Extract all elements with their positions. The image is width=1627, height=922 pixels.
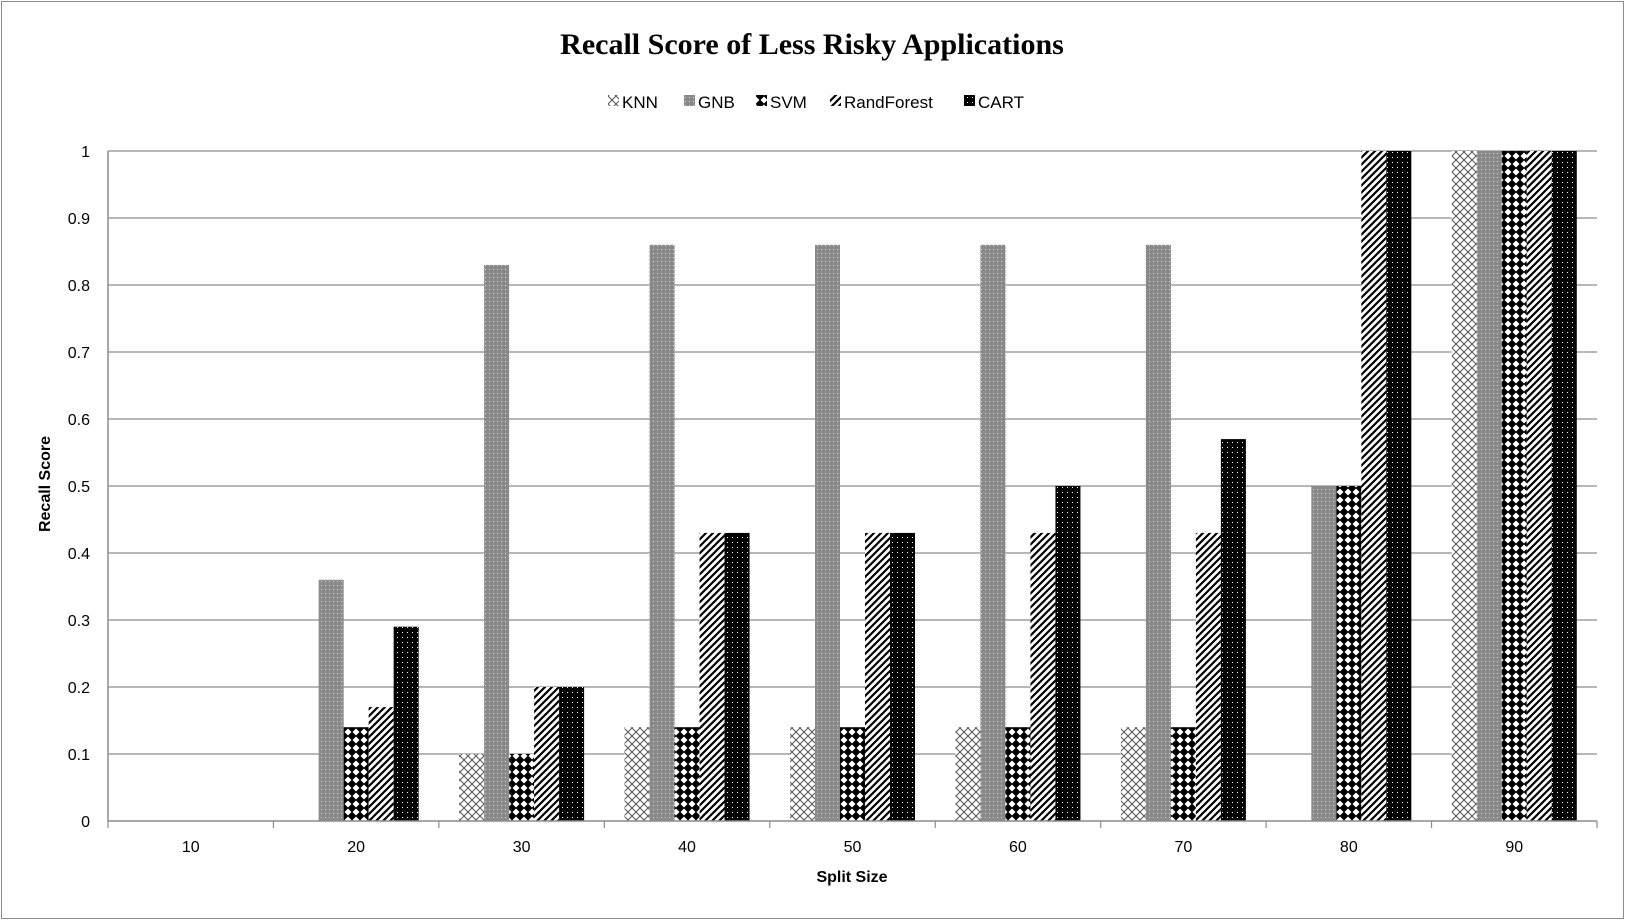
bar-svm-80 bbox=[1336, 486, 1362, 821]
x-tick-label: 30 bbox=[513, 839, 531, 856]
bar-svm-60 bbox=[1005, 727, 1031, 821]
bar-gnb-40 bbox=[649, 244, 675, 822]
legend-swatch-cart bbox=[964, 95, 975, 106]
bar-cart-40 bbox=[724, 532, 750, 821]
legend-swatch-knn bbox=[608, 95, 619, 106]
bar-randforest-40 bbox=[699, 532, 725, 821]
x-tick-label: 80 bbox=[1340, 839, 1358, 856]
bar-knn-30 bbox=[459, 754, 485, 821]
bar-knn-70 bbox=[1120, 727, 1146, 821]
bar-gnb-30 bbox=[484, 264, 510, 821]
y-tick-label: 0.1 bbox=[68, 747, 90, 764]
bar-cart-50 bbox=[890, 532, 915, 821]
y-tick-label: 0.4 bbox=[68, 546, 90, 563]
x-tick-label: 50 bbox=[844, 839, 862, 856]
bar-knn-50 bbox=[790, 727, 815, 821]
y-tick-label: 0.3 bbox=[68, 613, 90, 630]
bar-cart-70 bbox=[1220, 439, 1246, 821]
x-tick-label: 90 bbox=[1505, 839, 1523, 856]
bar-randforest-70 bbox=[1195, 532, 1221, 821]
legend-label-gnb: GNB bbox=[698, 93, 735, 112]
bar-svm-40 bbox=[674, 727, 700, 821]
x-axis-ticks: 10 20 30 40 50 60 70 80 90 bbox=[182, 839, 1523, 856]
bar-cart-60 bbox=[1055, 486, 1081, 821]
bar-svm-20 bbox=[343, 727, 369, 821]
y-tick-label: 0.7 bbox=[68, 345, 90, 362]
y-tick-label: 0.5 bbox=[68, 479, 90, 496]
y-axis-title: Recall Score bbox=[37, 436, 54, 532]
bar-knn-40 bbox=[624, 727, 650, 821]
legend-swatch-randforest bbox=[830, 95, 841, 106]
bar-randforest-20 bbox=[368, 707, 394, 821]
bar-gnb-60 bbox=[980, 244, 1006, 822]
legend: KNN GNB SVM RandForest CART bbox=[608, 93, 1024, 112]
x-tick-label: 10 bbox=[182, 839, 200, 856]
y-tick-label: 0 bbox=[81, 814, 90, 831]
bar-knn-60 bbox=[955, 727, 981, 821]
bar-svm-70 bbox=[1170, 727, 1196, 821]
bar-gnb-50 bbox=[815, 244, 840, 822]
chart-title: Recall Score of Less Risky Applications bbox=[560, 28, 1064, 61]
bar-randforest-90 bbox=[1526, 151, 1552, 821]
legend-label-randforest: RandForest bbox=[844, 93, 933, 112]
bar-knn-90 bbox=[1451, 151, 1477, 821]
y-tick-label: 0.9 bbox=[68, 211, 90, 228]
bars bbox=[318, 151, 1577, 822]
x-tick-label: 40 bbox=[678, 839, 696, 856]
bar-randforest-60 bbox=[1030, 532, 1056, 821]
bar-svm-30 bbox=[509, 754, 535, 821]
x-axis bbox=[107, 151, 1598, 828]
x-tick-label: 20 bbox=[347, 839, 365, 856]
x-axis-title: Split Size bbox=[816, 869, 887, 886]
bar-gnb-80 bbox=[1311, 486, 1337, 821]
bar-cart-20 bbox=[393, 626, 419, 821]
bar-svm-90 bbox=[1501, 151, 1527, 821]
y-tick-label: 0.8 bbox=[68, 278, 90, 295]
bar-gnb-90 bbox=[1476, 151, 1502, 821]
y-tick-label: 1 bbox=[81, 144, 90, 161]
bar-cart-80 bbox=[1386, 151, 1412, 821]
y-tick-label: 0.6 bbox=[68, 412, 90, 429]
legend-swatch-svm bbox=[756, 95, 767, 106]
bar-cart-30 bbox=[559, 687, 585, 821]
bar-randforest-30 bbox=[534, 687, 560, 821]
bar-randforest-50 bbox=[865, 532, 890, 821]
legend-label-knn: KNN bbox=[622, 93, 658, 112]
x-tick-label: 70 bbox=[1174, 839, 1192, 856]
legend-label-svm: SVM bbox=[770, 93, 807, 112]
bar-randforest-80 bbox=[1361, 151, 1387, 821]
bar-gnb-20 bbox=[318, 579, 344, 821]
y-tick-label: 0.2 bbox=[68, 680, 90, 697]
legend-label-cart: CART bbox=[978, 93, 1024, 112]
bar-gnb-70 bbox=[1145, 244, 1171, 822]
bar-svm-50 bbox=[840, 727, 865, 821]
bar-cart-90 bbox=[1551, 151, 1577, 821]
legend-swatch-gnb bbox=[684, 95, 695, 106]
x-tick-label: 60 bbox=[1009, 839, 1027, 856]
y-axis-ticks: 0 0.1 0.2 0.3 0.4 0.5 0.6 0.7 0.8 0.9 1 bbox=[68, 144, 90, 831]
